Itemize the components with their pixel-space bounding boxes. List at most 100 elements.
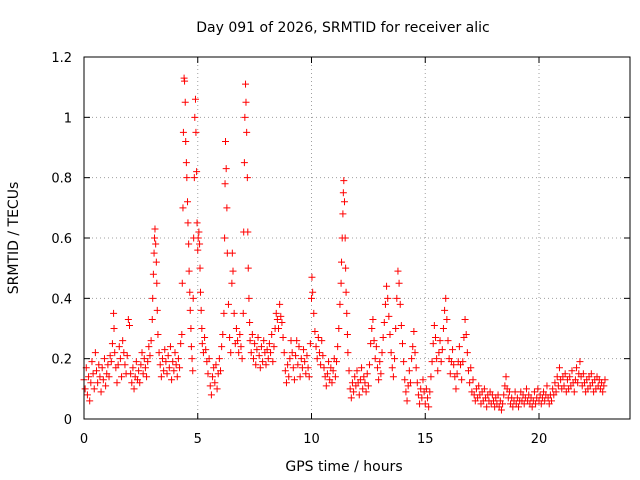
data-point <box>153 306 161 314</box>
data-point <box>434 367 442 375</box>
data-point <box>436 337 444 345</box>
data-point <box>178 279 186 287</box>
data-point <box>323 370 331 378</box>
data-point <box>322 382 330 390</box>
data-point <box>115 343 123 351</box>
data-point <box>377 370 385 378</box>
data-point <box>187 343 195 351</box>
data-point <box>337 279 345 287</box>
data-point <box>151 225 159 233</box>
data-point <box>579 370 587 378</box>
data-point <box>188 355 196 363</box>
data-point <box>139 370 147 378</box>
data-point <box>95 361 103 369</box>
data-point <box>177 340 185 348</box>
data-point <box>576 358 584 366</box>
data-point <box>173 373 181 381</box>
data-point <box>236 331 244 339</box>
data-point <box>146 352 154 360</box>
data-point <box>209 373 217 381</box>
data-point <box>549 385 557 393</box>
data-point <box>104 361 112 369</box>
data-point <box>392 325 400 332</box>
data-point <box>442 294 450 302</box>
data-point <box>168 376 176 384</box>
y-tick-label: 0 <box>64 413 72 428</box>
data-point <box>279 334 287 342</box>
data-point <box>355 391 363 399</box>
data-point <box>212 361 220 369</box>
data-point <box>288 349 296 357</box>
data-point <box>289 364 297 372</box>
data-point <box>317 361 325 369</box>
data-point <box>221 180 229 188</box>
data-point <box>222 137 230 145</box>
data-point <box>196 264 204 272</box>
data-point <box>169 358 177 366</box>
data-point <box>363 370 371 378</box>
data-point <box>340 177 348 185</box>
data-point <box>238 355 246 363</box>
data-point <box>463 349 471 357</box>
x-tick-label: 20 <box>531 432 548 447</box>
data-point <box>254 334 262 342</box>
data-point <box>285 373 293 381</box>
data-point <box>359 385 367 393</box>
data-point <box>449 346 457 354</box>
data-point <box>561 370 569 378</box>
data-point <box>107 358 115 366</box>
data-point <box>137 361 145 369</box>
data-point <box>237 343 245 351</box>
data-point <box>467 364 475 372</box>
data-point <box>295 343 303 351</box>
data-point <box>393 294 401 302</box>
data-point <box>223 204 231 212</box>
data-point <box>353 367 361 375</box>
data-point <box>368 325 376 332</box>
data-point <box>395 279 403 287</box>
data-point <box>284 361 292 369</box>
data-point <box>253 346 261 354</box>
data-point <box>130 385 138 393</box>
data-point <box>198 340 206 348</box>
data-point <box>126 321 133 329</box>
data-point <box>182 159 190 167</box>
data-point <box>172 361 180 369</box>
data-point <box>267 349 275 357</box>
grid-lines <box>84 57 630 419</box>
data-point <box>293 337 301 345</box>
data-point <box>414 391 422 399</box>
data-point <box>155 349 163 357</box>
data-point <box>96 373 104 381</box>
data-point <box>300 346 308 354</box>
data-point <box>189 367 197 375</box>
data-point <box>113 379 121 387</box>
data-point <box>587 370 595 378</box>
data-point <box>441 306 449 314</box>
data-point <box>364 382 372 390</box>
data-point <box>431 334 439 342</box>
data-point <box>315 349 323 357</box>
data-point <box>194 234 202 242</box>
data-point <box>384 294 392 302</box>
data-point <box>388 364 396 372</box>
data-point <box>335 325 343 332</box>
data-point <box>452 385 460 393</box>
data-point <box>428 358 436 366</box>
data-point <box>119 337 127 345</box>
data-point <box>161 346 169 354</box>
data-point <box>411 349 419 357</box>
data-point <box>534 385 542 393</box>
data-point <box>118 373 126 381</box>
data-point <box>252 361 260 369</box>
data-point <box>106 352 114 360</box>
data-point <box>370 337 378 345</box>
data-point <box>251 340 259 348</box>
data-point <box>244 228 252 236</box>
data-point <box>541 397 549 405</box>
data-point <box>206 382 214 390</box>
data-point <box>429 340 437 348</box>
data-point <box>378 349 386 357</box>
data-point <box>443 315 451 323</box>
data-point <box>455 343 463 351</box>
